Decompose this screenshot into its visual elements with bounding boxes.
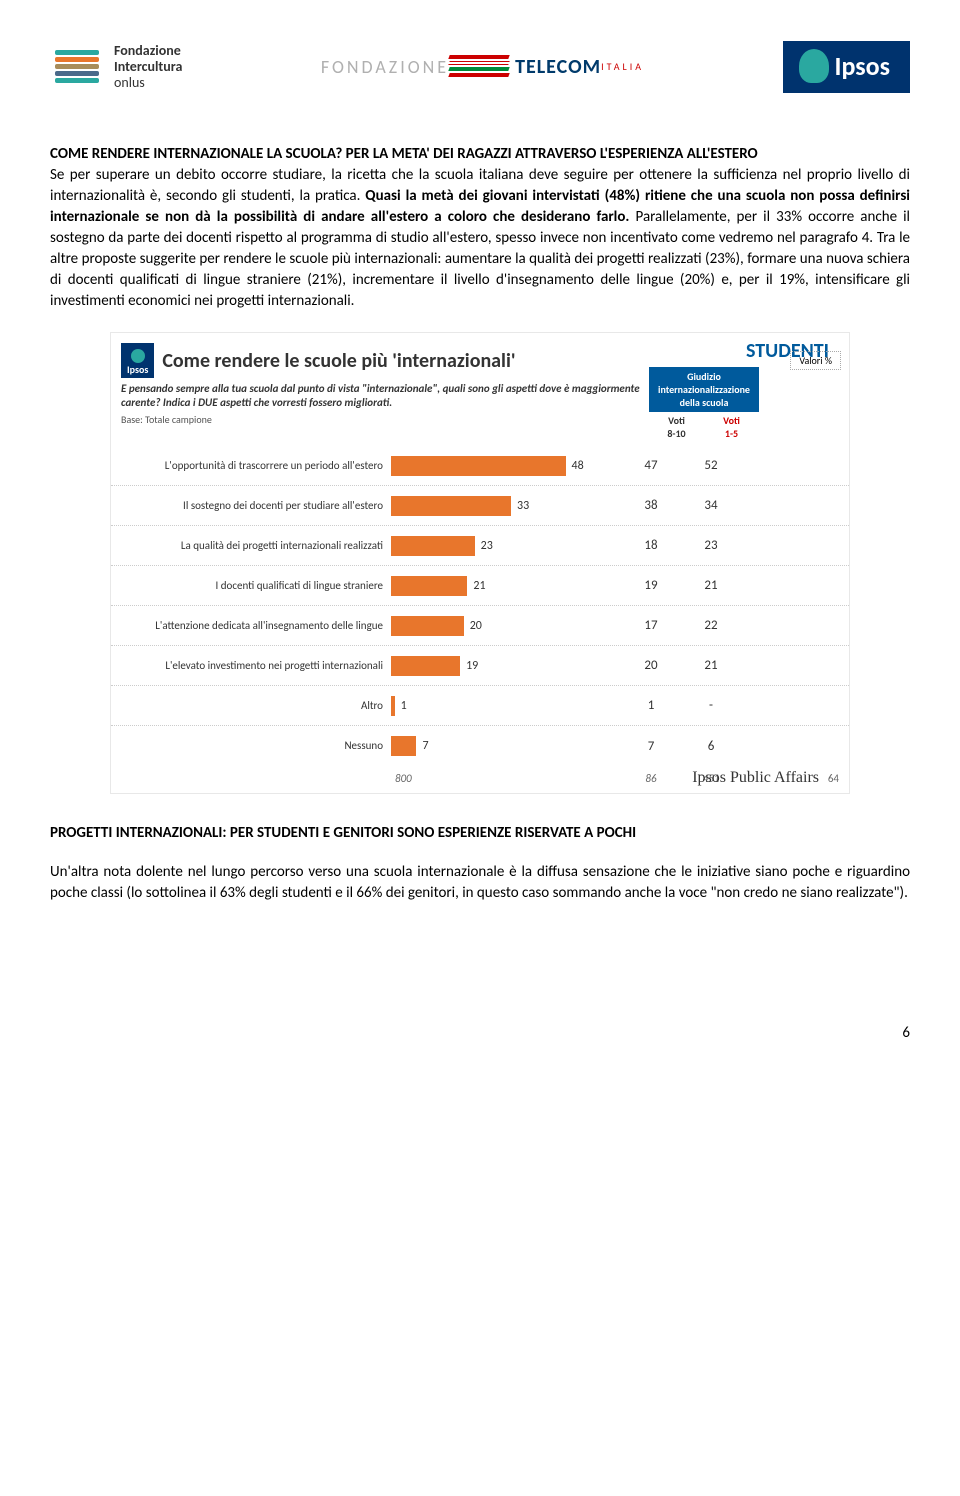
row-bar <box>391 576 467 596</box>
row-low: - <box>681 698 741 713</box>
row-low: 23 <box>681 538 741 553</box>
row-high: 38 <box>621 498 681 513</box>
row-label: Il sostegno dei docenti per studiare all… <box>111 499 391 512</box>
row-label: L'elevato investimento nei progetti inte… <box>111 659 391 672</box>
row-low: 21 <box>681 578 741 593</box>
row-high: 20 <box>621 658 681 673</box>
chart-row: L'elevato investimento nei progetti inte… <box>111 646 849 686</box>
row-label: Altro <box>111 699 391 712</box>
row-bar-value: 1 <box>401 699 407 713</box>
row-high: 7 <box>621 739 681 754</box>
row-label: I docenti qualificati di lingue stranier… <box>111 579 391 592</box>
section2-para: Un'altra nota dolente nel lungo percorso… <box>50 862 910 904</box>
intercultura-text: Fondazione Intercultura onlus <box>114 43 182 91</box>
intercultura-icon <box>50 40 104 94</box>
chart-row: L'opportunità di trascorrere un periodo … <box>111 446 849 486</box>
row-low: 21 <box>681 658 741 673</box>
row-high: 18 <box>621 538 681 553</box>
section1-title: COME RENDERE INTERNAZIONALE LA SCUOLA? P… <box>50 145 758 163</box>
chart-row: Nessuno776 <box>111 726 849 766</box>
col-low: Voti 1-5 <box>704 412 759 440</box>
row-low: 52 <box>681 458 741 473</box>
row-low: 6 <box>681 739 741 754</box>
ipsos-head-icon <box>799 49 829 83</box>
valori-box: Valori % <box>790 351 841 370</box>
row-bar <box>391 496 511 516</box>
judgement-header: Giudizio internazionalizzazione della sc… <box>649 367 759 412</box>
row-low: 34 <box>681 498 741 513</box>
chart-row: La qualità dei progetti internazionali r… <box>111 526 849 566</box>
row-label: L'opportunità di trascorrere un periodo … <box>111 459 391 472</box>
logo-ipsos: Ipsos <box>783 41 910 93</box>
row-bar <box>391 656 460 676</box>
col-high: Voti 8-10 <box>649 412 704 440</box>
row-bar-value: 19 <box>466 659 478 673</box>
chart-row: I docenti qualificati di lingue stranier… <box>111 566 849 606</box>
row-bar-value: 23 <box>481 539 493 553</box>
row-bar <box>391 616 464 636</box>
section1: COME RENDERE INTERNAZIONALE LA SCUOLA? P… <box>50 144 910 312</box>
ipsos-label: Ipsos <box>835 50 890 82</box>
chart-question: E pensando sempre alla tua scuola dal pu… <box>121 382 649 411</box>
row-label: La qualità dei progetti internazionali r… <box>111 539 391 552</box>
page-number: 6 <box>50 1024 910 1042</box>
logo-telecom: FONDAZIONE TELECOM ITALIA <box>321 55 644 79</box>
row-bar <box>391 456 566 476</box>
row-bar <box>391 536 475 556</box>
row-label: L'attenzione dedicata all'insegnamento d… <box>111 619 391 632</box>
row-label: Nessuno <box>111 739 391 752</box>
row-high: 1 <box>621 698 681 713</box>
row-bar <box>391 696 395 716</box>
row-bar-value: 21 <box>473 579 485 593</box>
chart-base: Base: Totale campione <box>121 413 649 426</box>
section2-title: PROGETTI INTERNAZIONALI: PER STUDENTI E … <box>50 824 910 842</box>
row-low: 22 <box>681 618 741 633</box>
telecom-italia: ITALIA <box>601 60 644 73</box>
chart-slide-num: 64 <box>828 772 839 785</box>
row-bar <box>391 736 416 756</box>
footer-high: 86 <box>621 772 681 785</box>
chart-row: L'attenzione dedicata all'insegnamento d… <box>111 606 849 646</box>
logo-intercultura: Fondazione Intercultura onlus <box>50 40 182 94</box>
row-bar-value: 7 <box>422 739 428 753</box>
row-high: 17 <box>621 618 681 633</box>
ipsos-mini-icon: Ipsos <box>121 343 154 378</box>
header-logos: Fondazione Intercultura onlus FONDAZIONE… <box>50 40 910 94</box>
section1-para: Se per superare un debito occorre studia… <box>50 165 910 312</box>
chart-title: Come rendere le scuole più 'internaziona… <box>162 349 515 373</box>
chart-panel: Ipsos Come rendere le scuole più 'intern… <box>110 332 850 794</box>
row-bar-value: 48 <box>572 459 584 473</box>
telecom-fondazione: FONDAZIONE <box>321 56 449 78</box>
footer-total: 800 <box>391 772 621 785</box>
telecom-name: TELECOM <box>515 55 601 79</box>
chart-rows: L'opportunità di trascorrere un periodo … <box>111 446 849 766</box>
row-high: 47 <box>621 458 681 473</box>
row-bar-value: 33 <box>517 499 529 513</box>
chart-row: Altro11- <box>111 686 849 726</box>
chart-row: Il sostegno dei docenti per studiare all… <box>111 486 849 526</box>
telecom-stripes-icon <box>449 55 509 79</box>
ipsos-affairs: Ipsos Public Affairs <box>692 769 819 787</box>
row-high: 19 <box>621 578 681 593</box>
row-bar-value: 20 <box>470 619 482 633</box>
